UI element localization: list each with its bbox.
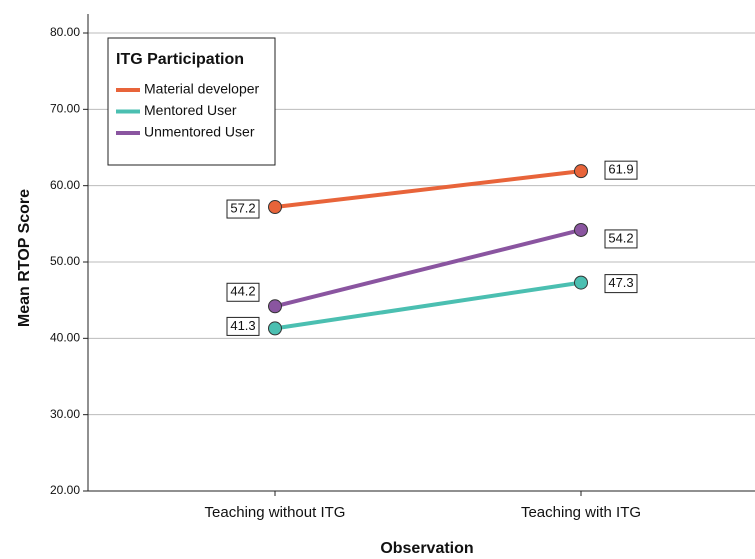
series-line (274, 227, 582, 309)
series-line (274, 280, 582, 331)
data-label: 47.3 (608, 275, 633, 290)
data-label: 57.2 (230, 200, 255, 215)
data-label-box (604, 229, 638, 249)
legend-label: Material developer (144, 81, 260, 97)
x-tick-label: Teaching without ITG (205, 504, 346, 521)
x-axis-label: Observation (380, 540, 473, 557)
data-label-box (604, 160, 638, 180)
data-label: 44.2 (230, 284, 255, 299)
series-line (274, 169, 582, 210)
point (268, 299, 282, 314)
y-tick-label: 50.00 (50, 254, 80, 268)
data-label: 54.2 (608, 230, 633, 245)
legend-label: Unmentored User (144, 124, 255, 140)
data-label: 61.9 (608, 162, 633, 177)
y-tick-label: 30.00 (50, 407, 80, 421)
x-tick-label: Teaching with ITG (521, 504, 641, 521)
point (268, 321, 282, 336)
legend-label: Mentored User (144, 102, 237, 118)
data-label-box (226, 199, 260, 219)
y-tick-label: 40.00 (50, 331, 80, 345)
point (574, 164, 588, 179)
legend-title: ITG Participation (116, 51, 244, 68)
point (268, 200, 282, 215)
y-tick-label: 20.00 (50, 483, 80, 497)
legend-box (107, 37, 276, 166)
y-tick-label: 80.00 (50, 25, 80, 39)
point (574, 275, 588, 290)
data-label-box (226, 316, 260, 336)
data-label-box (604, 274, 638, 294)
y-tick-label: 70.00 (50, 102, 80, 116)
data-label-box (226, 282, 260, 302)
data-label: 41.3 (230, 318, 255, 333)
y-tick-label: 60.00 (50, 178, 80, 192)
y-axis-label: Mean RTOP Score (16, 189, 33, 327)
point (574, 222, 588, 237)
